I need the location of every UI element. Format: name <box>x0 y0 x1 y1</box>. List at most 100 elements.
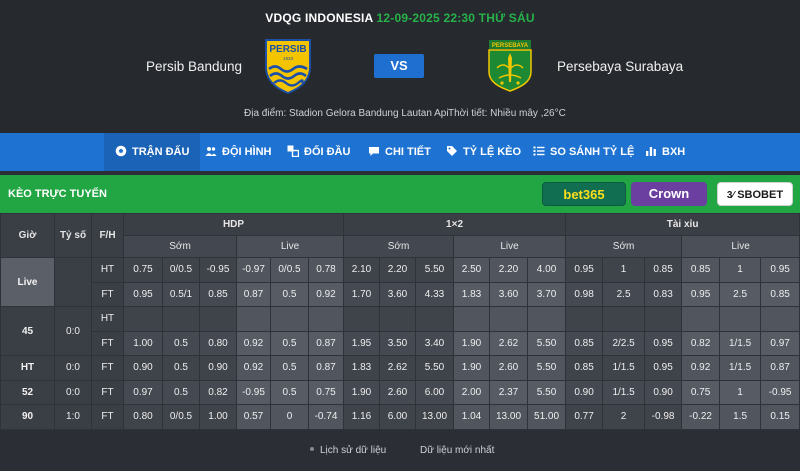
odds-cell[interactable]: 0.5 <box>162 330 200 356</box>
odds-cell[interactable]: 2.10 <box>343 257 380 283</box>
odds-cell[interactable]: 0/0.5 <box>162 404 200 430</box>
odds-cell[interactable]: 2.60 <box>379 379 416 405</box>
odds-cell[interactable]: 0.95 <box>681 281 721 307</box>
odds-cell[interactable]: 0.57 <box>236 404 271 430</box>
odds-cell[interactable]: 0.75 <box>308 379 344 405</box>
odds-cell[interactable]: 5.50 <box>526 355 567 381</box>
odds-cell[interactable]: 1.90 <box>453 355 490 381</box>
odds-cell[interactable]: 0.15 <box>760 404 800 430</box>
odds-cell[interactable] <box>379 306 416 332</box>
odds-cell[interactable]: 0.83 <box>644 281 683 307</box>
odds-cell[interactable]: 2.60 <box>489 355 528 381</box>
odds-cell[interactable]: 0.80 <box>199 330 237 356</box>
odds-cell[interactable]: 2/2.5 <box>602 330 646 356</box>
odds-cell[interactable]: 0.78 <box>308 257 344 283</box>
odds-cell[interactable] <box>199 306 237 332</box>
odds-cell[interactable]: 5.50 <box>415 355 454 381</box>
odds-cell[interactable]: 1.83 <box>453 281 490 307</box>
home-team-name[interactable]: Persib Bandung <box>146 59 243 74</box>
odds-cell[interactable]: 0.5 <box>270 379 309 405</box>
odds-cell[interactable]: 1 <box>719 379 762 405</box>
odds-cell[interactable]: 3.70 <box>526 281 567 307</box>
odds-cell[interactable]: 5.50 <box>526 330 567 356</box>
odds-cell[interactable]: 2.37 <box>489 379 528 405</box>
odds-cell[interactable]: 1.5 <box>719 404 762 430</box>
odds-cell[interactable]: 0.85 <box>760 281 800 307</box>
away-team-logo[interactable]: PERSEBAYA <box>487 38 533 92</box>
tab-standings[interactable]: BXH <box>645 133 685 171</box>
odds-cell[interactable]: 0.87 <box>308 330 344 356</box>
odds-cell[interactable]: 0.85 <box>644 257 683 283</box>
odds-cell[interactable]: 0.77 <box>565 404 604 430</box>
odds-cell[interactable]: 0.90 <box>123 355 163 381</box>
odds-cell[interactable]: 0.90 <box>565 379 604 405</box>
odds-cell[interactable]: 2.62 <box>489 330 528 356</box>
odds-cell[interactable]: 1/1.5 <box>602 355 646 381</box>
odds-cell[interactable]: -0.98 <box>644 404 683 430</box>
odds-cell[interactable]: 0.87 <box>760 355 800 381</box>
odds-cell[interactable] <box>760 306 800 332</box>
odds-cell[interactable]: 1.00 <box>199 404 237 430</box>
odds-cell[interactable]: 1.90 <box>453 330 490 356</box>
odds-cell[interactable]: 0.85 <box>681 257 721 283</box>
odds-cell[interactable]: 6.00 <box>415 379 454 405</box>
odds-cell[interactable]: 0.5 <box>270 330 309 356</box>
odds-cell[interactable] <box>270 306 309 332</box>
odds-cell[interactable]: 1.90 <box>343 379 380 405</box>
history-link[interactable]: Lịch sử dữ liệu <box>310 445 386 456</box>
odds-cell[interactable] <box>565 306 604 332</box>
odds-cell[interactable]: 0.82 <box>681 330 721 356</box>
odds-cell[interactable]: 0.75 <box>681 379 721 405</box>
odds-cell[interactable]: 0.5 <box>270 355 309 381</box>
odds-cell[interactable]: -0.22 <box>681 404 721 430</box>
odds-cell[interactable]: 2.20 <box>489 257 528 283</box>
latest-data-link[interactable]: Dữ liệu mới nhất <box>420 445 495 456</box>
odds-cell[interactable]: -0.97 <box>236 257 271 283</box>
odds-cell[interactable]: 1/1.5 <box>602 379 646 405</box>
odds-cell[interactable]: 0.5 <box>270 281 309 307</box>
odds-cell[interactable]: 1.70 <box>343 281 380 307</box>
odds-cell[interactable]: 0 <box>270 404 309 430</box>
odds-cell[interactable]: 51.00 <box>526 404 567 430</box>
odds-cell[interactable]: 0.95 <box>644 330 683 356</box>
odds-cell[interactable]: 2.50 <box>453 257 490 283</box>
odds-cell[interactable]: 0.95 <box>760 257 800 283</box>
bookmaker-crown-button[interactable]: Crown <box>631 182 707 206</box>
odds-cell[interactable]: 1/1.5 <box>719 330 762 356</box>
odds-cell[interactable]: 0.90 <box>644 379 683 405</box>
odds-cell[interactable]: 1 <box>602 257 646 283</box>
odds-cell[interactable]: -0.95 <box>236 379 271 405</box>
bookmaker-bet365-button[interactable]: bet365 <box>542 182 626 206</box>
odds-cell[interactable]: 13.00 <box>415 404 454 430</box>
odds-cell[interactable]: 0/0.5 <box>162 257 200 283</box>
odds-cell[interactable] <box>123 306 163 332</box>
odds-cell[interactable] <box>236 306 271 332</box>
odds-cell[interactable]: 3.60 <box>379 281 416 307</box>
odds-cell[interactable]: 0.90 <box>199 355 237 381</box>
odds-cell[interactable]: 0.5 <box>162 379 200 405</box>
odds-cell[interactable]: 0.95 <box>644 355 683 381</box>
odds-cell[interactable] <box>681 306 721 332</box>
odds-cell[interactable]: 0.87 <box>308 355 344 381</box>
odds-cell[interactable]: 1/1.5 <box>719 355 762 381</box>
odds-cell[interactable]: 0.5/1 <box>162 281 200 307</box>
tab-head-to-head[interactable]: ĐỐI ĐẦU <box>287 133 350 171</box>
odds-cell[interactable] <box>162 306 200 332</box>
tab-match[interactable]: TRẬN ĐẤU <box>104 133 201 171</box>
tab-lineup[interactable]: ĐỘI HÌNH <box>205 133 272 171</box>
odds-cell[interactable]: 5.50 <box>526 379 567 405</box>
odds-cell[interactable]: 4.00 <box>526 257 567 283</box>
odds-cell[interactable]: 3.40 <box>415 330 454 356</box>
odds-cell[interactable]: 6.00 <box>379 404 416 430</box>
tab-details[interactable]: CHI TIẾT <box>368 133 431 171</box>
odds-cell[interactable]: 1 <box>719 257 762 283</box>
odds-cell[interactable] <box>308 306 344 332</box>
odds-cell[interactable]: 3.60 <box>489 281 528 307</box>
odds-cell[interactable] <box>644 306 683 332</box>
odds-cell[interactable]: -0.74 <box>308 404 344 430</box>
odds-cell[interactable]: 2.5 <box>602 281 646 307</box>
odds-cell[interactable]: 1.95 <box>343 330 380 356</box>
odds-cell[interactable]: 0.87 <box>236 281 271 307</box>
odds-cell[interactable]: 2.5 <box>719 281 762 307</box>
odds-cell[interactable]: 0.92 <box>308 281 344 307</box>
